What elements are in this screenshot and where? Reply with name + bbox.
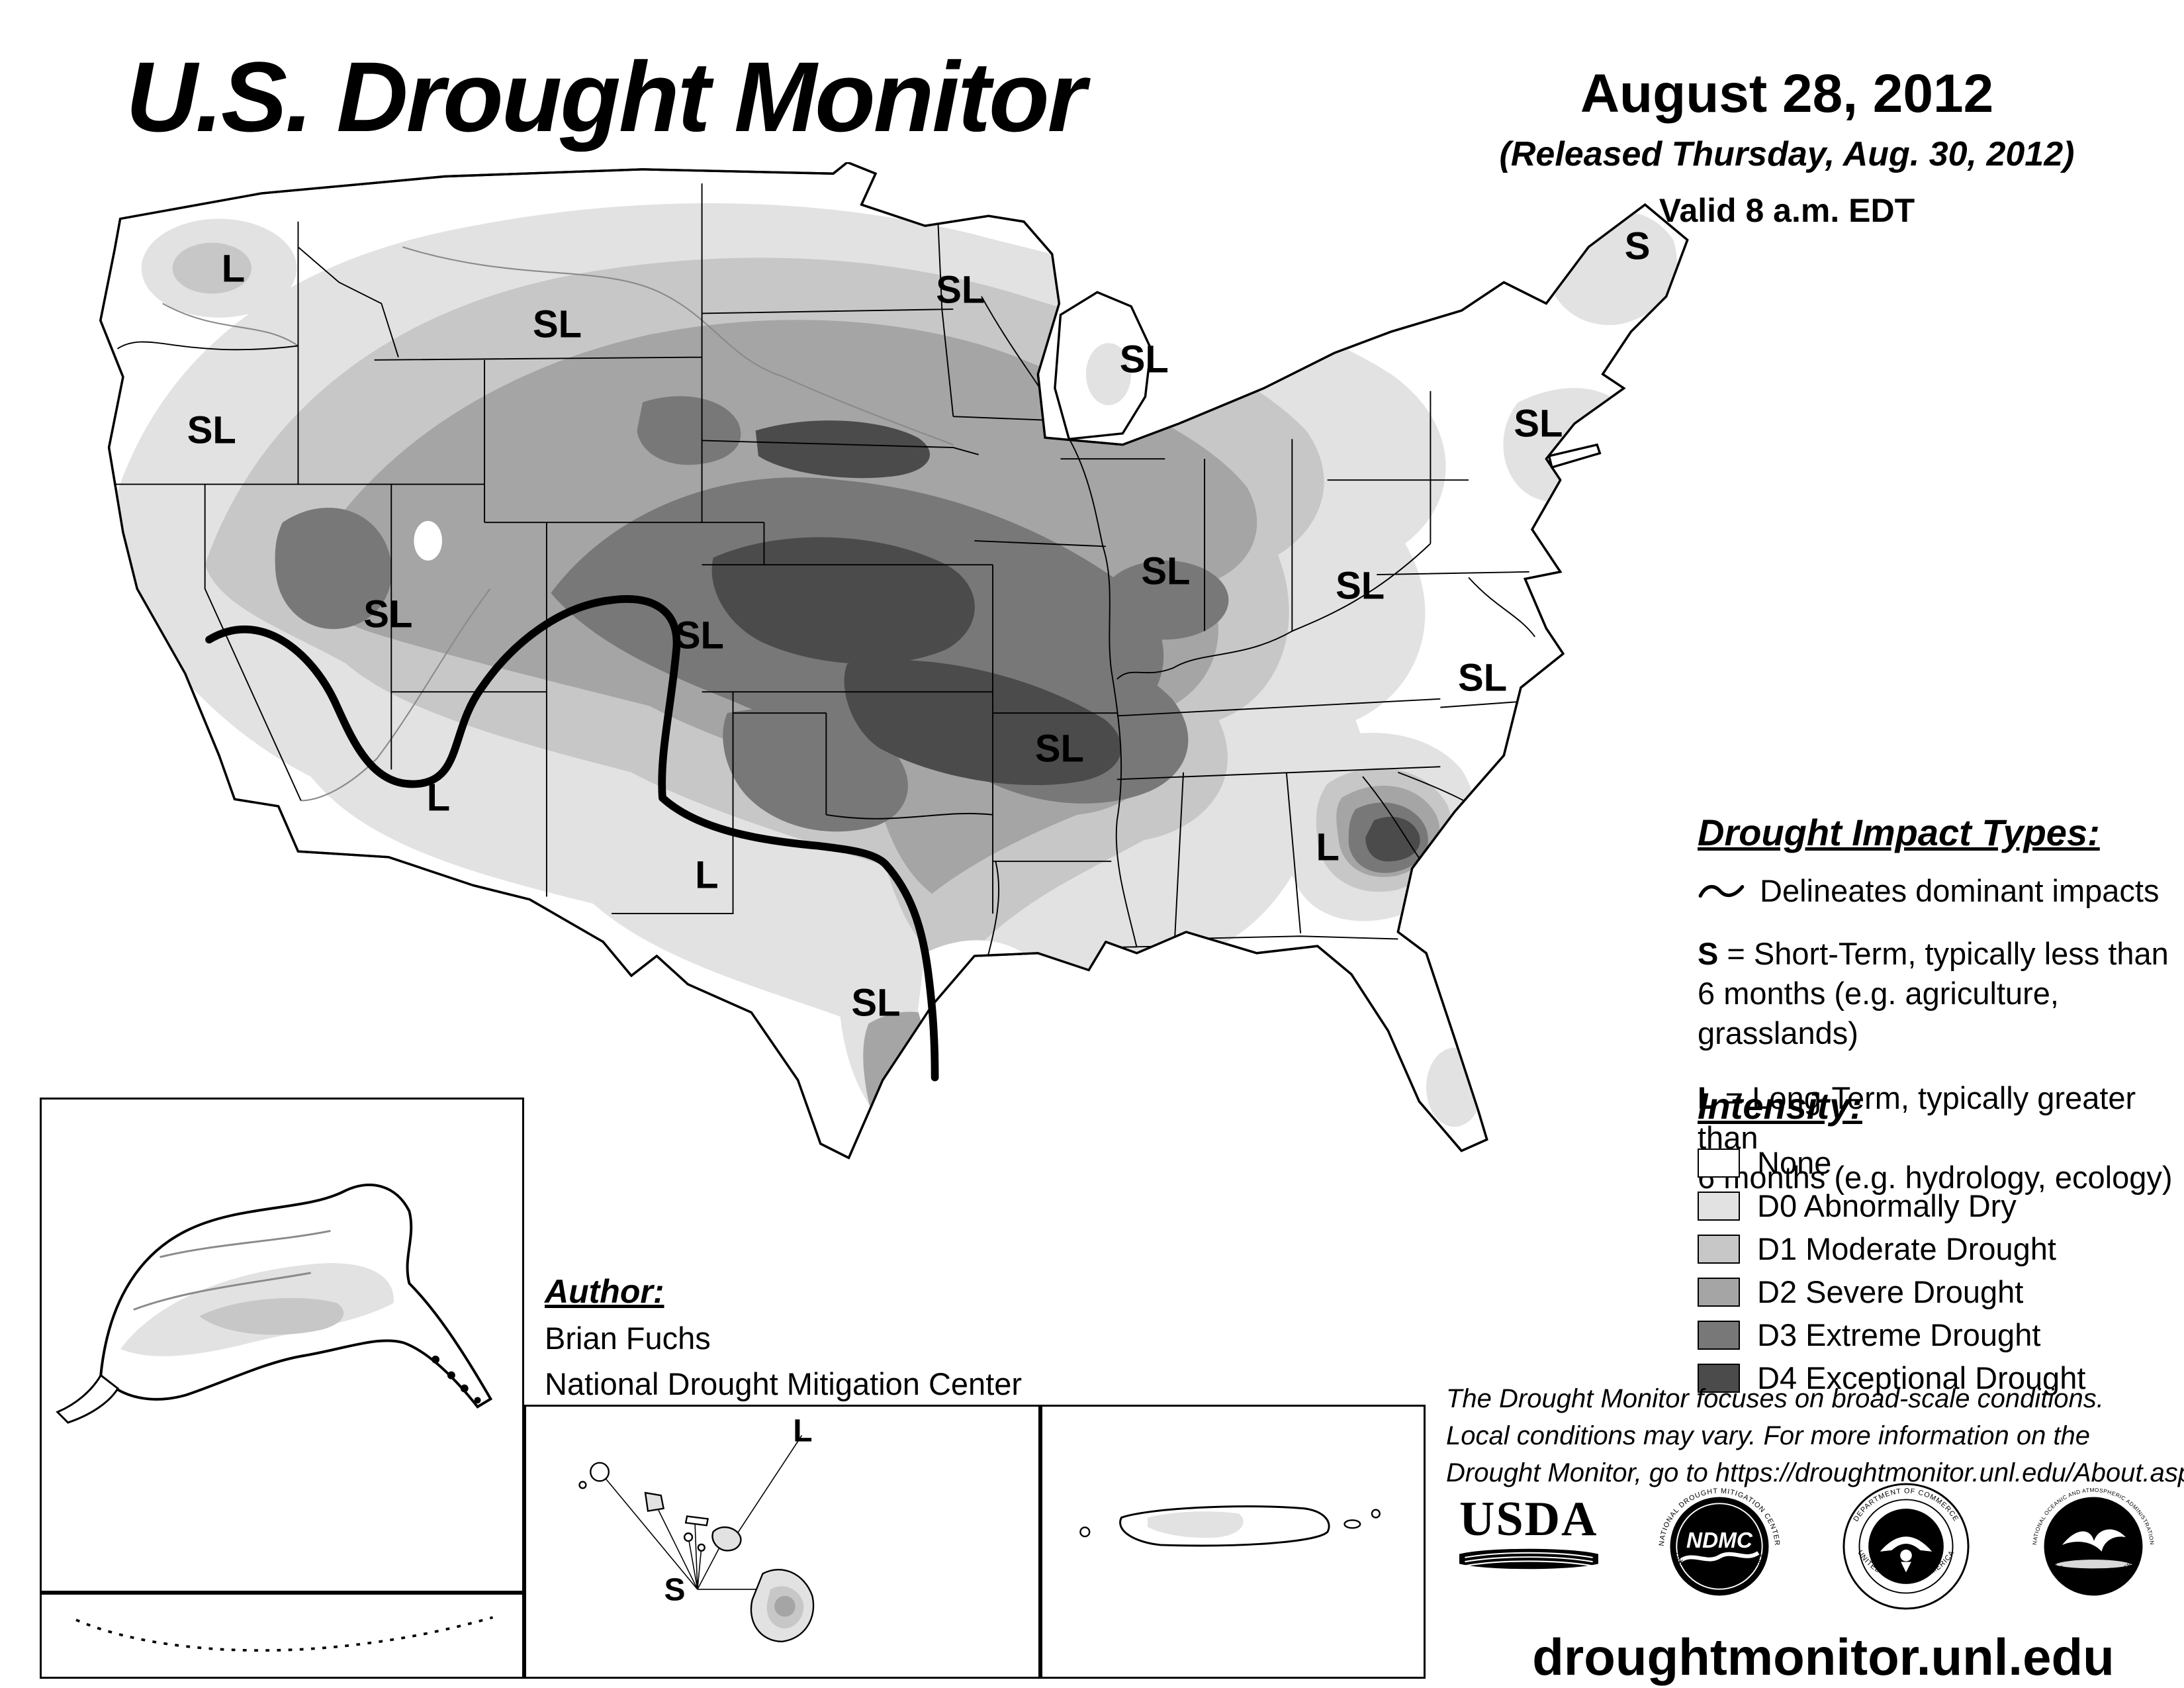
legend-swatch [1698,1363,1740,1393]
legend-label: D3 Extreme Drought [1757,1317,2041,1352]
impact-line-icon [1698,884,1745,898]
valid-time: Valid 8 a.m. EDT [1659,192,1915,229]
alaska-panhandle-islands [432,1355,481,1404]
long-term-line2: 6 months (e.g. hydrology, ecology) [1698,1160,2173,1195]
drought-d1-washington [172,242,252,294]
doc-seal-icon: DEPARTMENT OF COMMERCE UNITED STATES OF … [1843,1483,1970,1610]
drought-d0-michigan [1085,343,1132,406]
legend-label: D1 Moderate Drought [1757,1231,2056,1266]
doc-seal-logo: DEPARTMENT OF COMMERCE UNITED STATES OF … [1841,1481,1971,1611]
legend-row: D4 Exceptional Drought [1698,1360,2181,1396]
author-organization: National Drought Mitigation Center [545,1366,1023,1401]
page-title: U.S. Drought Monitor [126,41,1086,152]
usda-logo: USDA [1459,1495,1605,1601]
usda-swoosh-icon [1459,1548,1598,1570]
disclaimer-line2: Local conditions may vary. For more info… [1446,1421,2091,1450]
noaa-gull-icon [2062,1529,2126,1552]
drought-d0-newengland [1545,211,1677,326]
legend-row: None [1698,1145,2181,1181]
disclaimer-line1: The Drought Monitor focuses on broad-sca… [1446,1384,2104,1413]
usda-wordmark: USDA [1459,1492,1598,1546]
state-borders [113,183,1558,970]
long-island [1547,443,1602,469]
disclaimer: The Drought Monitor focuses on broad-sca… [1446,1380,2184,1491]
intensity-legend: None D0 Abnormally Dry D1 Moderate Drought… [1698,1145,2181,1396]
hawaii-map-svg [578,1434,815,1642]
disclaimer-line3: Drought Monitor, go to https://droughtmo… [1446,1458,2184,1487]
short-term-line2: 6 months (e.g. agriculture, grasslands) [1698,976,2059,1051]
intensity-heading: Intensity: [1698,1085,1862,1127]
hawaii-leader-lines [602,1434,803,1590]
delineates-row: Delineates dominant impacts [1698,872,2181,909]
alaska-map-svg [56,1184,493,1424]
alaska-inset [40,1098,524,1593]
doc-eagle-icon [1880,1536,1933,1552]
ndmc-wordmark: NDMC [1686,1528,1753,1553]
alaska-rivers [133,1229,331,1311]
site-url: droughtmonitor.unl.edu [1532,1628,2115,1686]
aleutian-chain [75,1616,494,1652]
intensity-panel: Intensity: None D0 Abnormally Dry D1 Moder… [1698,1084,2181,1403]
drought-d4-region [711,537,975,664]
drought-d0-newyork [1503,388,1639,502]
drought-d3-oklahoma [723,708,908,832]
hawaii-inset: L S [524,1405,1040,1679]
legend-swatch [1698,1320,1740,1350]
legend-row: D3 Extreme Drought [1698,1317,2181,1353]
drought-d3-illinois [1101,560,1229,640]
legend-swatch [1698,1234,1740,1264]
drought-d4-georgia [1365,816,1420,862]
noaa-logo: NATIONAL OCEANIC AND ATMOSPHERIC ADMINIS… [2028,1481,2158,1611]
map-date: August 28, 2012 [1580,64,1994,124]
drought-d3-wyoming [637,396,741,465]
legend-label: D0 Abnormally Dry [1757,1188,2017,1223]
author-block: Author: Brian Fuchs National Drought Mit… [545,1272,1022,1402]
puerto-rico-map-svg [1079,1505,1381,1547]
puerto-rico-inset [1040,1405,1426,1679]
legend-label: None [1757,1145,1832,1180]
drought-d3-nevada [275,507,392,630]
drought-d0-florida [1426,1047,1483,1127]
alaska-d1-region [199,1297,344,1335]
legend-swatch [1698,1277,1740,1307]
conus-svg [99,162,1689,1159]
short-term-line1: S = Short-Term, typically less than [1698,936,2169,971]
author-name: Brian Fuchs [545,1321,711,1356]
drought-d2-south-texas [863,1011,971,1142]
legend-label: D2 Severe Drought [1757,1274,2024,1309]
conus-map: L SL SL SL SL S SL SL SL SL SL SL SL L L L SL [50,162,1850,1271]
noaa-seal-icon: NATIONAL OCEANIC AND ATMOSPHERIC ADMINIS… [2031,1487,2156,1596]
legend-row: D0 Abnormally Dry [1698,1188,2181,1224]
date-block: August 28, 2012 (Released Thursday, Aug.… [1443,63,2131,230]
short-term-definition: S = Short-Term, typically less than 6 mo… [1698,934,2181,1053]
alaska-peninsula [56,1374,120,1424]
legend-swatch [1698,1191,1740,1221]
aleutian-inset [40,1593,524,1679]
hawaii-label-l: L [793,1413,813,1449]
mona-island [1079,1526,1091,1538]
hawaii-label-s: S [664,1572,686,1608]
aleutian-map-svg [75,1616,494,1652]
impact-boundary-line [205,595,939,1082]
impact-types-heading: Drought Impact Types: [1698,812,2100,853]
delineates-label: Delineates dominant impacts [1760,873,2160,908]
release-date: (Released Thursday, Aug. 30, 2012) [1499,135,2075,173]
vieques-island [1343,1519,1361,1529]
legend-swatch [1698,1148,1740,1178]
great-salt-lake [414,521,443,561]
author-heading: Author: [545,1273,664,1310]
ndmc-seal-icon: NDMC NATIONAL DROUGHT MITIGATION CENTER … [1658,1487,1780,1596]
culebra-island [1371,1509,1381,1519]
legend-label: D4 Exceptional Drought [1757,1360,2086,1395]
legend-row: D2 Severe Drought [1698,1274,2181,1310]
hawaii-bigisland-d2 [774,1595,796,1617]
ndmc-logo: NDMC NATIONAL DROUGHT MITIGATION CENTER … [1655,1481,1784,1611]
legend-row: D1 Moderate Drought [1698,1231,2181,1267]
puerto-rico-d0-region [1147,1511,1244,1538]
drought-d4-south-dakota [755,420,930,479]
